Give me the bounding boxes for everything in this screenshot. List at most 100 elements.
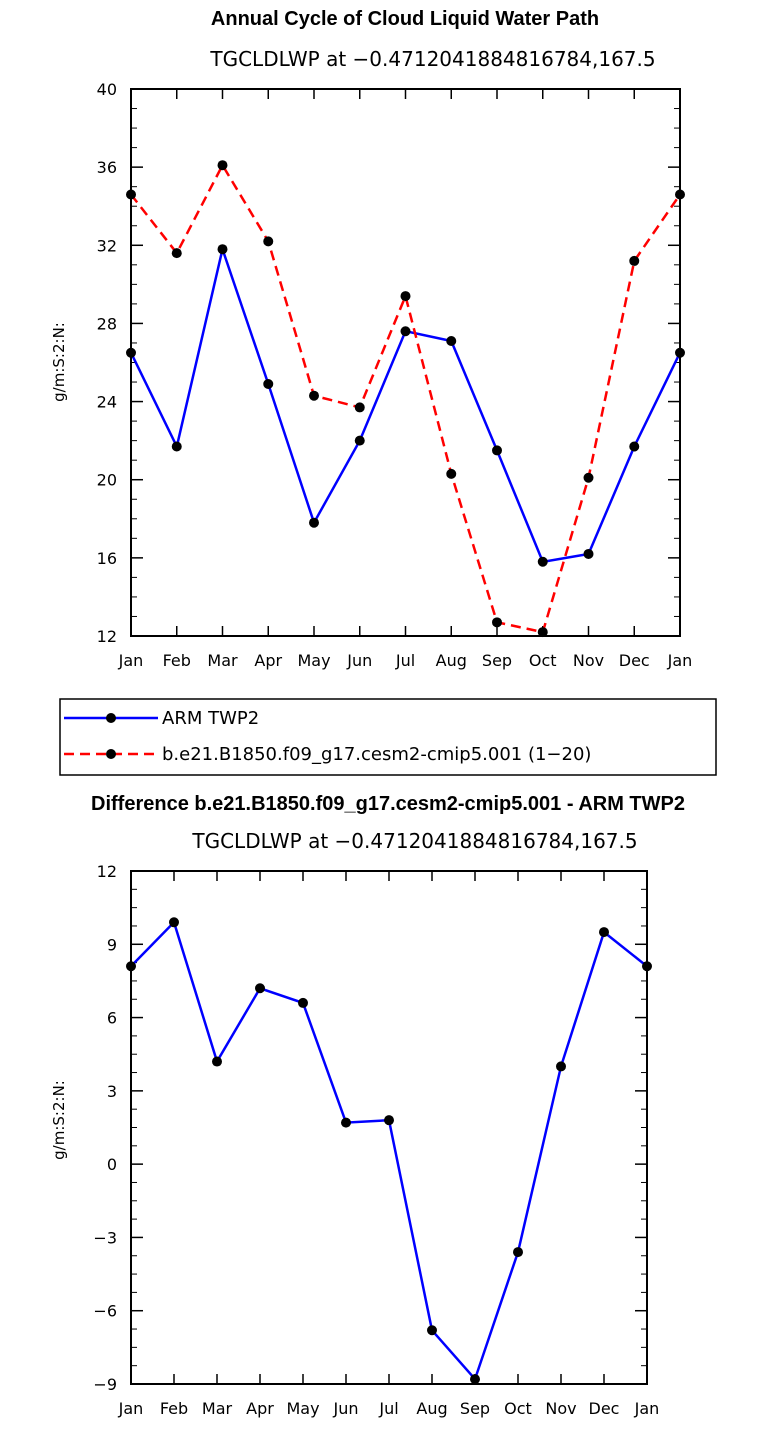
plot-frame (130, 870, 648, 1385)
data-point (583, 548, 594, 559)
chart-title: Annual Cycle of Cloud Liquid Water Path (211, 8, 599, 30)
data-point (309, 390, 319, 401)
series-line-0 (130, 919, 648, 1382)
x-tick-label: May (286, 1399, 319, 1418)
data-point (629, 255, 640, 266)
x-tick-label: Dec (619, 651, 650, 670)
y-tick-label: 9 (107, 935, 117, 954)
data-point (263, 378, 274, 389)
x-tick-label: Sep (482, 651, 512, 670)
data-point (556, 1061, 566, 1072)
y-tick-label: −6 (93, 1302, 117, 1321)
legend-box (59, 698, 717, 776)
data-point (629, 441, 640, 452)
legend-label-arm: ARM TWP2 (162, 708, 259, 729)
data-point (298, 997, 308, 1008)
y-tick-label: 6 (107, 1009, 117, 1028)
y-tick-label: 0 (107, 1155, 117, 1174)
x-tick-label: Nov (573, 651, 604, 670)
annual-cycle-chart: Annual Cycle of Cloud Liquid Water Path … (50, 8, 692, 670)
y-tick-label: 3 (107, 1082, 117, 1101)
y-tick-label: 32 (97, 236, 117, 255)
x-tick-label: May (297, 651, 330, 670)
data-point (263, 236, 274, 247)
y-tick-label: 36 (97, 158, 117, 177)
difference-chart: Difference b.e21.B1850.f09_g17.cesm2-cmi… (50, 793, 685, 1418)
x-tick-label: Nov (545, 1399, 576, 1418)
x-tick-label: Apr (254, 651, 282, 670)
data-point (537, 627, 548, 638)
x-tick-label: Jan (634, 1399, 660, 1418)
data-point (400, 326, 411, 337)
y-tick-label: 28 (97, 314, 117, 333)
legend-marker-arm (106, 713, 116, 723)
x-tick-label: Feb (163, 651, 191, 670)
x-tick-label: Jul (395, 651, 415, 670)
legend: ARM TWP2 b.e21.B1850.f09_g17.cesm2-cmip5… (59, 698, 717, 776)
chart-title: Difference b.e21.B1850.f09_g17.cesm2-cmi… (91, 793, 685, 815)
x-tick-label: Jan (667, 651, 693, 670)
legend-label-model: b.e21.B1850.f09_g17.cesm2-cmip5.001 (1−2… (162, 744, 591, 765)
plot-frame (130, 88, 681, 637)
data-point (492, 445, 502, 456)
data-point (675, 189, 685, 200)
data-point (427, 1325, 437, 1336)
y-tick-label: 20 (97, 471, 117, 490)
y-tick-label: −9 (93, 1375, 117, 1394)
data-point (309, 517, 319, 528)
data-point (126, 189, 136, 200)
x-tick-label: Aug (436, 651, 467, 670)
x-tick-label: Oct (504, 1399, 532, 1418)
series-line-1 (130, 162, 682, 634)
legend-marker-model (106, 749, 116, 759)
data-point (354, 402, 365, 413)
y-axis-label: g/m:S:2:N: (50, 1080, 68, 1160)
chart-subtitle: TGCLDLWP at −0.4712041884816784,167.5 (209, 47, 655, 71)
data-point (446, 336, 457, 347)
data-point (384, 1115, 394, 1126)
data-point (217, 244, 228, 255)
data-point (513, 1247, 523, 1258)
x-tick-label: Jun (346, 651, 372, 670)
x-tick-label: Mar (202, 1399, 233, 1418)
data-point (537, 556, 548, 567)
data-point (126, 347, 136, 358)
y-tick-label: 40 (97, 80, 117, 99)
data-point (599, 927, 609, 938)
y-tick-label: 12 (97, 862, 117, 881)
data-point (583, 472, 594, 483)
data-point (217, 160, 228, 171)
chart-subtitle: TGCLDLWP at −0.4712041884816784,167.5 (191, 829, 637, 853)
y-axis-label: g/m:S:2:N: (50, 322, 68, 402)
x-tick-label: Jun (333, 1399, 359, 1418)
x-tick-label: Oct (529, 651, 557, 670)
x-tick-label: Jan (118, 1399, 144, 1418)
data-point (400, 291, 411, 302)
data-point (446, 468, 457, 479)
x-tick-label: Jul (378, 1399, 398, 1418)
y-tick-label: 12 (97, 627, 117, 646)
data-point (169, 917, 179, 928)
y-tick-label: −3 (93, 1228, 117, 1247)
data-point (171, 441, 182, 452)
data-point (212, 1056, 222, 1067)
x-tick-label: Sep (460, 1399, 490, 1418)
data-point (171, 248, 182, 259)
x-tick-label: Mar (207, 651, 238, 670)
x-tick-label: Apr (246, 1399, 274, 1418)
data-point (642, 961, 652, 972)
data-point (470, 1374, 480, 1385)
x-tick-label: Jan (118, 651, 144, 670)
data-point (492, 617, 502, 628)
data-point (126, 961, 136, 972)
data-point (255, 983, 265, 994)
data-point (675, 347, 685, 358)
x-tick-label: Dec (589, 1399, 620, 1418)
y-tick-label: 16 (97, 549, 117, 568)
x-tick-label: Feb (160, 1399, 188, 1418)
x-tick-label: Aug (416, 1399, 447, 1418)
data-point (341, 1117, 351, 1128)
y-tick-label: 24 (97, 393, 117, 412)
data-point (354, 435, 365, 446)
